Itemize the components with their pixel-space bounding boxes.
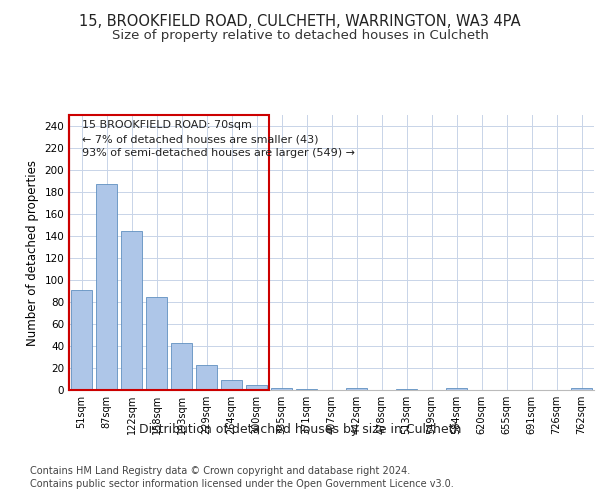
Bar — [121, 230, 142, 390]
Text: 15, BROOKFIELD ROAD, CULCHETH, WARRINGTON, WA3 4PA: 15, BROOKFIELD ROAD, CULCHETH, WARRINGTO… — [79, 14, 521, 29]
Bar — [69, 115, 269, 390]
Bar — [246, 384, 267, 390]
Text: Size of property relative to detached houses in Culcheth: Size of property relative to detached ho… — [112, 29, 488, 42]
Bar — [196, 364, 217, 390]
Bar — [296, 389, 317, 390]
Text: Contains public sector information licensed under the Open Government Licence v3: Contains public sector information licen… — [30, 479, 454, 489]
Bar — [221, 380, 242, 390]
Text: Distribution of detached houses by size in Culcheth: Distribution of detached houses by size … — [139, 422, 461, 436]
Text: 15 BROOKFIELD ROAD: 70sqm
← 7% of detached houses are smaller (43)
93% of semi-d: 15 BROOKFIELD ROAD: 70sqm ← 7% of detach… — [82, 120, 355, 158]
Text: Contains HM Land Registry data © Crown copyright and database right 2024.: Contains HM Land Registry data © Crown c… — [30, 466, 410, 476]
Bar — [71, 290, 92, 390]
Bar — [171, 342, 192, 390]
Bar — [396, 389, 417, 390]
Bar — [571, 388, 592, 390]
Bar — [446, 388, 467, 390]
Bar — [271, 388, 292, 390]
Bar — [96, 184, 117, 390]
Bar — [346, 388, 367, 390]
Y-axis label: Number of detached properties: Number of detached properties — [26, 160, 39, 346]
Bar — [146, 296, 167, 390]
